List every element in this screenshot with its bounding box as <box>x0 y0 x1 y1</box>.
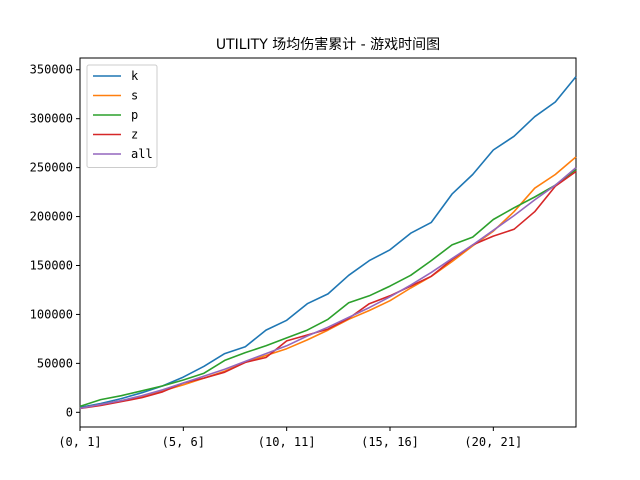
plot-frame <box>79 57 577 428</box>
series-line-z <box>79 170 577 410</box>
x-tick-label: (20, 21] <box>464 435 522 449</box>
y-tick-label: 0 <box>66 405 73 419</box>
y-axis: 0 50000 100000 150000 200000 250000 300000 3500… <box>30 63 80 419</box>
legend-label-all: all <box>131 147 153 161</box>
legend-label-k: k <box>131 69 139 83</box>
series-line-all <box>79 166 577 410</box>
plot-area <box>79 57 577 428</box>
y-tick-label: 250000 <box>30 161 73 175</box>
y-tick-label: 350000 <box>30 63 73 77</box>
x-axis: (0, 1] (5, 6] (10, 11] (15, 16] (20, 21] <box>58 427 522 449</box>
chart-title: UTILITY 场均伤害累计 - 游戏时间图 <box>216 37 440 53</box>
legend-label-z: z <box>131 128 138 142</box>
y-tick-label: 50000 <box>37 356 73 370</box>
legend-label-p: p <box>131 108 138 122</box>
x-tick-label: (5, 6] <box>162 435 205 449</box>
y-tick-label: 100000 <box>30 307 73 321</box>
y-tick-label: 200000 <box>30 210 73 224</box>
legend-box <box>86 64 158 168</box>
x-tick-label: (0, 1] <box>58 435 101 449</box>
series-group <box>79 76 577 410</box>
x-tick-label: (10, 11] <box>258 435 316 449</box>
series-line-s <box>79 156 577 410</box>
series-line-p <box>79 168 577 408</box>
y-tick-label: 300000 <box>30 112 73 126</box>
x-tick-label: (15, 16] <box>361 435 419 449</box>
legend-label-s: s <box>131 89 138 103</box>
y-tick-label: 150000 <box>30 259 73 273</box>
